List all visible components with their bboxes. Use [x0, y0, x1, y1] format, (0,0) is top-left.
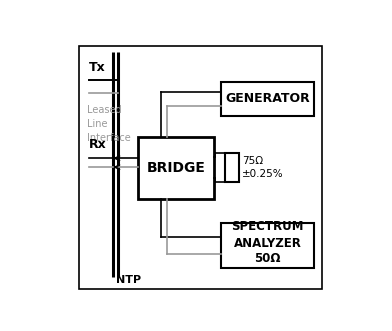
- Text: 50Ω: 50Ω: [254, 253, 281, 265]
- Text: GENERATOR: GENERATOR: [225, 92, 310, 106]
- Bar: [138, 137, 214, 199]
- Text: ±0.25%: ±0.25%: [242, 169, 284, 179]
- Text: NTP: NTP: [116, 275, 141, 285]
- Text: Tx: Tx: [89, 61, 105, 74]
- Text: Rx: Rx: [89, 138, 107, 151]
- Bar: [221, 82, 314, 116]
- Bar: [221, 223, 314, 268]
- Bar: [225, 153, 239, 182]
- Text: BRIDGE: BRIDGE: [147, 161, 205, 175]
- Text: 75Ω: 75Ω: [242, 156, 263, 166]
- Text: Leased
Line
Interface: Leased Line Interface: [87, 105, 131, 143]
- Text: SPECTRUM
ANALYZER: SPECTRUM ANALYZER: [232, 220, 304, 250]
